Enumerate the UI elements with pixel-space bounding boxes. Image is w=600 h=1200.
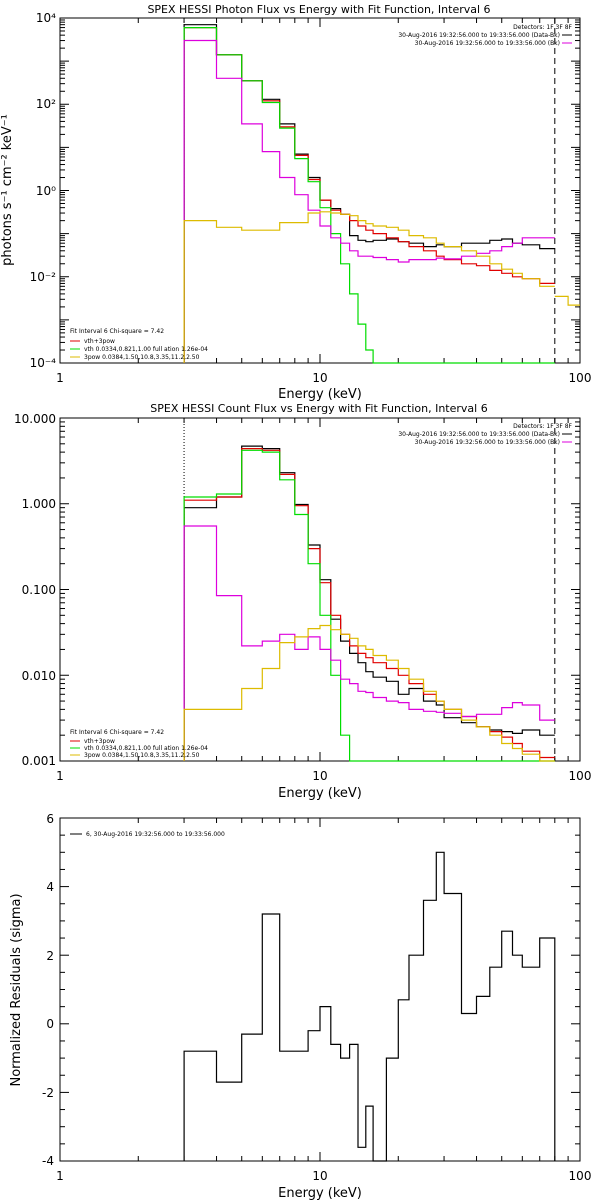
resid-x-tick-100: 100: [569, 1169, 592, 1183]
residuals-series: [183, 851, 556, 1162]
count-y-tick-0010: 0.010: [22, 669, 56, 683]
resid-y-tick-2: 2: [46, 949, 54, 963]
resid-x-tick-1: 1: [56, 1169, 64, 1183]
resid-y-tick-4: 4: [46, 880, 54, 894]
photon-x-tick-10: 10: [312, 371, 327, 385]
count-legend-data-bk: 30-Aug-2016 19:32:56.000 to 19:33:56.000…: [398, 431, 560, 438]
resid-y-tick-0: 0: [46, 1017, 54, 1031]
resid-x-tick-10: 10: [312, 1169, 327, 1183]
count-legend-bottom: Fit Interval 6 Chi-square = 7.42 vth+3po…: [70, 729, 208, 759]
photon-y-tick-1e2: 10²: [36, 97, 56, 111]
residuals-panel: 1 10 100 -4 -2 0 2 4 6 Energy (keV) Norm…: [9, 812, 591, 1200]
count-y-tick-10000: 10.000: [14, 412, 56, 426]
photon-legend-top: Detectors: 1F 3F 8F 30-Aug-2016 19:32:56…: [398, 24, 572, 47]
photon-y-axis-label: photons s⁻¹ cm⁻² keV⁻¹: [0, 114, 15, 266]
resid-legend: 6, 30-Aug-2016 19:32:56.000 to 19:33:56.…: [70, 831, 225, 838]
photon-series-vth: [183, 27, 555, 364]
count-legend-fit-interval: Fit Interval 6 Chi-square = 7.42: [70, 729, 164, 736]
count-x-tick-100: 100: [569, 769, 592, 783]
count-series-bk: [183, 525, 555, 761]
resid-y-tick-6: 6: [46, 812, 54, 826]
resid-legend-text: 6, 30-Aug-2016 19:32:56.000 to 19:33:56.…: [86, 831, 225, 838]
photon-x-tick-1: 1: [56, 371, 64, 385]
photon-y-tick-1e4: 10⁴: [36, 11, 56, 25]
resid-y-axis-label: Normalized Residuals (sigma): [9, 893, 24, 1086]
photon-y-tick-1e0: 10⁰: [36, 184, 56, 198]
count-series-3pow: [183, 624, 555, 762]
count-flux-title: SPEX HESSI Count Flux vs Energy with Fit…: [150, 402, 487, 415]
count-y-tick-0100: 0.100: [22, 583, 56, 597]
count-legend-top: Detectors: 1F 3F 8F 30-Aug-2016 19:32:56…: [398, 423, 572, 446]
photon-legend-data-bk: 30-Aug-2016 19:32:56.000 to 19:33:56.000…: [398, 32, 560, 39]
count-x-tick-10: 10: [312, 769, 327, 783]
resid-y-tick-m4: -4: [42, 1154, 54, 1168]
count-flux-ticks: [59, 417, 581, 762]
photon-legend-bottom: Fit Interval 6 Chi-square = 7.42 vth+3po…: [70, 328, 208, 361]
photon-y-tick-1e-4: 10⁻⁴: [30, 356, 57, 370]
photon-series-3pow-tail: [554, 295, 580, 306]
count-x-tick-1: 1: [56, 769, 64, 783]
photon-flux-panel: SPEX HESSI Photon Flux vs Energy with Fi…: [0, 3, 591, 402]
count-legend-bk: 30-Aug-2016 19:32:56.000 to 19:33:56.000…: [415, 439, 560, 446]
count-legend-vth: vth 0.0334,0.821,1.00 full ation 1.26e-0…: [84, 745, 208, 752]
residuals-ticks: [59, 817, 581, 1162]
photon-x-tick-100: 100: [569, 371, 592, 385]
count-legend-3pow: 3pow 0.0384,1.50,10.8,3.35,11.2,2.50: [84, 752, 200, 759]
photon-flux-title: SPEX HESSI Photon Flux vs Energy with Fi…: [147, 3, 490, 16]
photon-flux-series: [183, 24, 580, 364]
count-series-vth: [183, 449, 555, 762]
photon-legend-3pow: 3pow 0.0384,1.50,10.8,3.35,11.2,2.50: [84, 354, 200, 361]
count-x-axis-label: Energy (keV): [278, 786, 362, 801]
photon-legend-fit-interval: Fit Interval 6 Chi-square = 7.42: [70, 328, 164, 335]
resid-y-tick-m2: -2: [42, 1086, 54, 1100]
count-legend-detectors: Detectors: 1F 3F 8F: [513, 423, 572, 430]
photon-y-tick-1e-2: 10⁻²: [30, 270, 57, 284]
count-flux-series: [183, 445, 555, 762]
photon-series-3pow: [183, 211, 555, 363]
photon-flux-ticks: [59, 17, 581, 364]
photon-legend-detectors: Detectors: 1F 3F 8F: [513, 24, 572, 31]
photon-series-bk: [183, 39, 555, 363]
count-y-tick-0001: 0.001: [22, 754, 56, 768]
photon-legend-bk: 30-Aug-2016 19:32:56.000 to 19:33:56.000…: [415, 40, 560, 47]
photon-legend-vth: vth 0.0334,0.821,1.00 full ation 1.26e-0…: [84, 346, 208, 353]
photon-legend-vth3pow: vth+3pow: [84, 338, 115, 345]
count-y-tick-1000: 1.000: [22, 497, 56, 511]
resid-x-axis-label: Energy (keV): [278, 1186, 362, 1200]
count-flux-panel: SPEX HESSI Count Flux vs Energy with Fit…: [14, 402, 591, 801]
count-legend-vth3pow: vth+3pow: [84, 738, 115, 745]
photon-x-axis-label: Energy (keV): [278, 387, 362, 402]
resid-series-residuals: [183, 851, 556, 1162]
